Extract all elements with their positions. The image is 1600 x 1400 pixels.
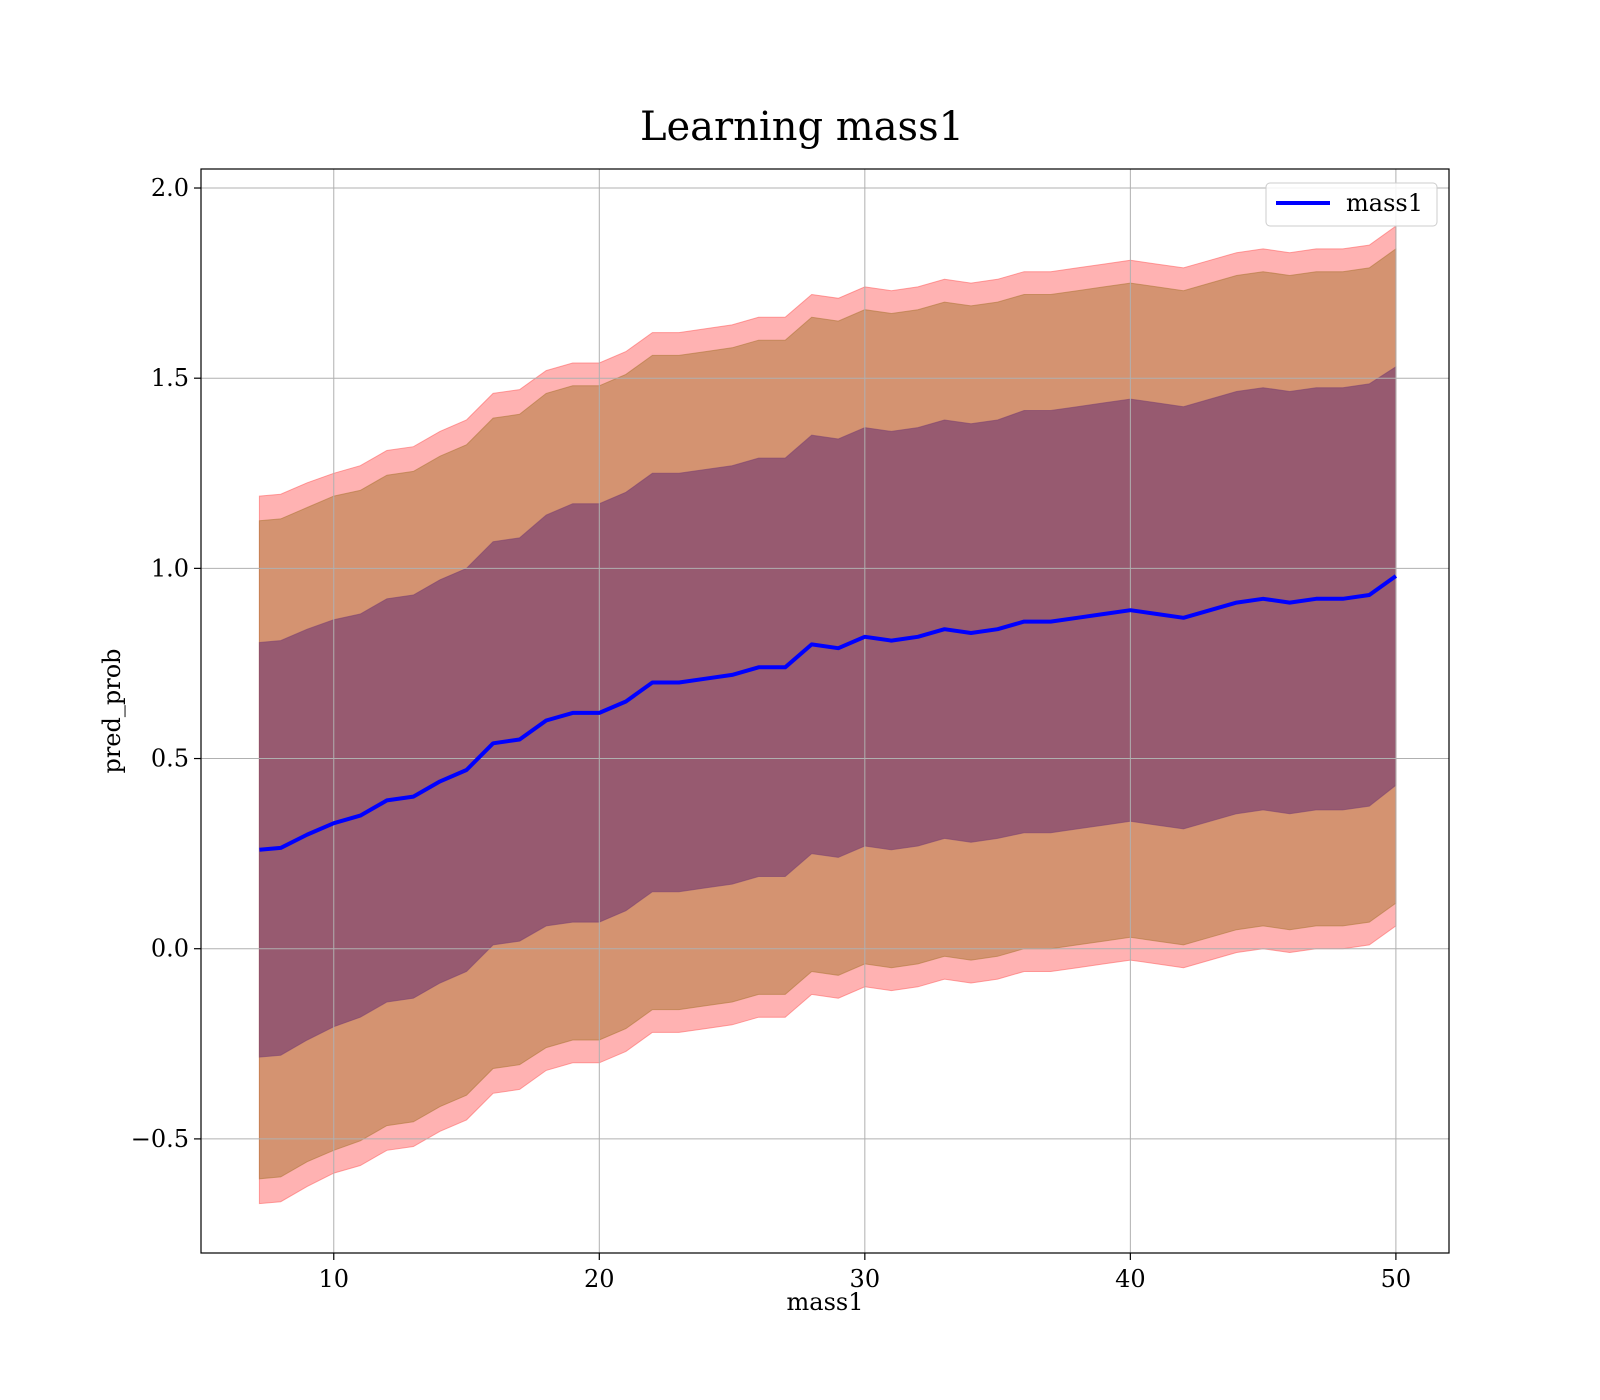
mean-line-group [259,574,1398,852]
x-tick-label: 30 [850,1265,881,1293]
grid-lines [201,169,1449,1253]
x-axis-label: mass1 [787,1288,864,1316]
x-tick-label: 50 [1381,1265,1412,1293]
series-line-mass1 [259,574,1398,852]
y-axis-ticks: −0.5 0.0 0.5 1.0 1.5 2.0 [131,174,201,1153]
y-axis-label: pred_prob [98,648,126,773]
y-tick-label: 0.5 [151,745,189,773]
confidence-bands [258,225,1397,1205]
y-tick-label: 2.0 [151,174,189,202]
y-tick-label: 1.0 [151,554,189,582]
x-tick-label: 40 [1115,1265,1146,1293]
y-tick-label: 0.0 [151,935,189,963]
legend: mass1 [1265,182,1438,227]
y-tick-label: 1.5 [151,364,189,392]
plot-frame [200,168,1450,1254]
x-axis-ticks: 10 20 30 40 50 [318,1253,1411,1293]
legend-box [1265,182,1438,227]
chart-title: Learning mass1 [640,104,964,150]
legend-entry-mass1: mass1 [1346,189,1423,217]
x-tick-label: 20 [584,1265,615,1293]
x-tick-label: 10 [318,1265,349,1293]
y-tick-label: −0.5 [131,1125,189,1153]
plot-area [200,168,1450,1254]
